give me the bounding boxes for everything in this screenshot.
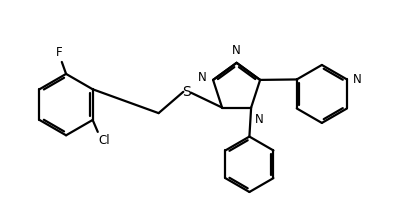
Text: Cl: Cl	[99, 134, 110, 147]
Text: N: N	[232, 44, 241, 57]
Text: F: F	[56, 46, 63, 59]
Text: N: N	[198, 71, 207, 84]
Text: S: S	[182, 85, 191, 99]
Text: N: N	[255, 113, 263, 126]
Text: N: N	[352, 73, 361, 86]
